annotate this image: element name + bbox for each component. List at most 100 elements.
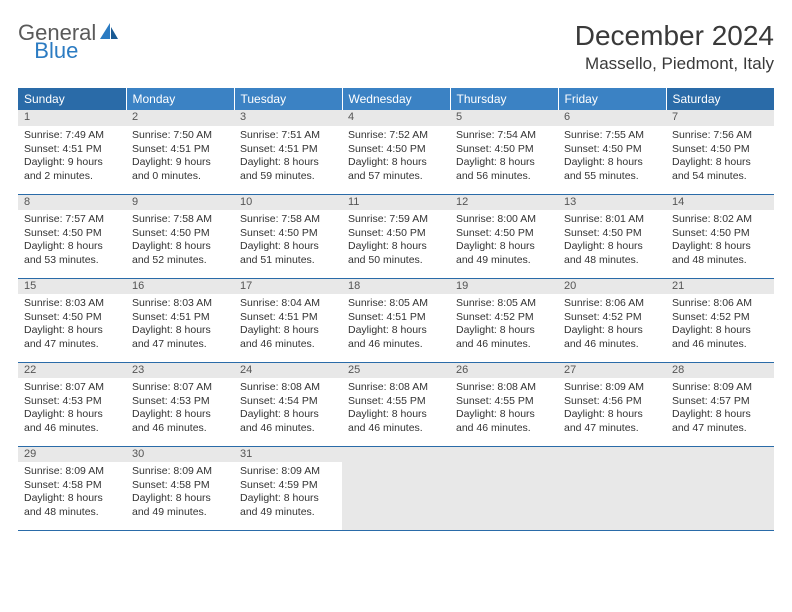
day-number-cell: 6 [558, 110, 666, 126]
day-content-row: Sunrise: 8:07 AM Sunset: 4:53 PM Daylight:… [18, 378, 774, 446]
day-number-cell: 23 [126, 362, 234, 378]
day-content-cell: Sunrise: 7:58 AMSunset: 4:50 PMDaylight:… [234, 210, 342, 278]
day-number-cell: 10 [234, 194, 342, 210]
day-content-cell [558, 462, 666, 530]
sunrise-text: Sunrise: 8:07 AM [132, 381, 228, 395]
daylight-text: Daylight: 8 hours and 52 minutes. [132, 240, 228, 267]
daylight-text: Daylight: 8 hours and 46 minutes. [672, 324, 768, 351]
daylight-text: Daylight: 8 hours and 48 minutes. [24, 492, 120, 519]
day-content-cell: Sunrise: 8:08 AMSunset: 4:54 PMDaylight:… [234, 378, 342, 446]
day-number-cell: 2 [126, 110, 234, 126]
sunrise-text: Sunrise: 7:57 AM [24, 213, 120, 227]
sunrise-text: Sunrise: 8:08 AM [348, 381, 444, 395]
sunrise-text: Sunrise: 8:04 AM [240, 297, 336, 311]
day-content-cell: Sunrise: 7:54 AMSunset: 4:50 PMDaylight:… [450, 126, 558, 194]
sunset-text: Sunset: 4:53 PM [24, 395, 120, 409]
sunset-text: Sunset: 4:55 PM [348, 395, 444, 409]
day-number-cell: 13 [558, 194, 666, 210]
sunset-text: Sunset: 4:51 PM [240, 143, 336, 157]
sunrise-text: Sunrise: 8:08 AM [456, 381, 552, 395]
sunrise-text: Sunrise: 8:01 AM [564, 213, 660, 227]
sunrise-text: Sunrise: 7:52 AM [348, 129, 444, 143]
day-number-cell: 20 [558, 278, 666, 294]
logo-word2: Blue [34, 38, 78, 63]
weekday-header: Thursday [450, 88, 558, 110]
day-number-row: 891011121314 [18, 194, 774, 210]
day-number-cell: 25 [342, 362, 450, 378]
day-number-cell [666, 446, 774, 462]
sunrise-text: Sunrise: 8:06 AM [672, 297, 768, 311]
sunrise-text: Sunrise: 8:09 AM [132, 465, 228, 479]
sunset-text: Sunset: 4:51 PM [132, 143, 228, 157]
sunrise-text: Sunrise: 8:03 AM [24, 297, 120, 311]
sunset-text: Sunset: 4:57 PM [672, 395, 768, 409]
day-content-cell [450, 462, 558, 530]
month-title: December 2024 [575, 20, 774, 52]
sunrise-text: Sunrise: 8:03 AM [132, 297, 228, 311]
sunset-text: Sunset: 4:54 PM [240, 395, 336, 409]
day-number-cell: 1 [18, 110, 126, 126]
day-content-cell [342, 462, 450, 530]
daylight-text: Daylight: 8 hours and 46 minutes. [348, 324, 444, 351]
calendar-table: SundayMondayTuesdayWednesdayThursdayFrid… [18, 88, 774, 531]
sunrise-text: Sunrise: 8:09 AM [240, 465, 336, 479]
sunset-text: Sunset: 4:51 PM [240, 311, 336, 325]
day-content-cell: Sunrise: 8:03 AMSunset: 4:51 PMDaylight:… [126, 294, 234, 362]
sunrise-text: Sunrise: 7:54 AM [456, 129, 552, 143]
day-content-cell: Sunrise: 8:05 AMSunset: 4:52 PMDaylight:… [450, 294, 558, 362]
day-number-row: 293031 [18, 446, 774, 462]
calendar-body: 1234567Sunrise: 7:49 AMSunset: 4:51 PMDa… [18, 110, 774, 530]
day-content-cell: Sunrise: 7:51 AMSunset: 4:51 PMDaylight:… [234, 126, 342, 194]
day-number-cell: 11 [342, 194, 450, 210]
day-content-cell: Sunrise: 7:55 AMSunset: 4:50 PMDaylight:… [558, 126, 666, 194]
day-number-cell: 31 [234, 446, 342, 462]
sunrise-text: Sunrise: 8:09 AM [672, 381, 768, 395]
day-number-cell [558, 446, 666, 462]
daylight-text: Daylight: 8 hours and 46 minutes. [348, 408, 444, 435]
daylight-text: Daylight: 9 hours and 2 minutes. [24, 156, 120, 183]
day-content-cell: Sunrise: 8:09 AMSunset: 4:58 PMDaylight:… [126, 462, 234, 530]
sunrise-text: Sunrise: 8:06 AM [564, 297, 660, 311]
day-number-cell: 21 [666, 278, 774, 294]
sunset-text: Sunset: 4:50 PM [564, 143, 660, 157]
sunset-text: Sunset: 4:50 PM [672, 227, 768, 241]
logo-sail-icon [98, 21, 120, 46]
day-content-cell: Sunrise: 7:58 AMSunset: 4:50 PMDaylight:… [126, 210, 234, 278]
daylight-text: Daylight: 8 hours and 47 minutes. [24, 324, 120, 351]
sunrise-text: Sunrise: 7:58 AM [132, 213, 228, 227]
daylight-text: Daylight: 8 hours and 46 minutes. [564, 324, 660, 351]
daylight-text: Daylight: 8 hours and 46 minutes. [456, 324, 552, 351]
sunrise-text: Sunrise: 8:05 AM [456, 297, 552, 311]
day-number-cell: 30 [126, 446, 234, 462]
day-number-cell [450, 446, 558, 462]
day-number-cell: 28 [666, 362, 774, 378]
sunset-text: Sunset: 4:50 PM [564, 227, 660, 241]
daylight-text: Daylight: 8 hours and 51 minutes. [240, 240, 336, 267]
day-content-cell: Sunrise: 7:49 AMSunset: 4:51 PMDaylight:… [18, 126, 126, 194]
sunset-text: Sunset: 4:51 PM [24, 143, 120, 157]
sunset-text: Sunset: 4:52 PM [564, 311, 660, 325]
day-number-cell: 3 [234, 110, 342, 126]
day-number-row: 15161718192021 [18, 278, 774, 294]
day-content-cell [666, 462, 774, 530]
sunset-text: Sunset: 4:58 PM [132, 479, 228, 493]
title-block: December 2024 Massello, Piedmont, Italy [575, 20, 774, 74]
day-content-cell: Sunrise: 8:09 AMSunset: 4:59 PMDaylight:… [234, 462, 342, 530]
day-content-cell: Sunrise: 7:57 AMSunset: 4:50 PMDaylight:… [18, 210, 126, 278]
weekday-header: Friday [558, 88, 666, 110]
weekday-header: Tuesday [234, 88, 342, 110]
day-number-row: 22232425262728 [18, 362, 774, 378]
day-number-cell: 12 [450, 194, 558, 210]
day-content-cell: Sunrise: 8:01 AMSunset: 4:50 PMDaylight:… [558, 210, 666, 278]
day-content-cell: Sunrise: 7:50 AMSunset: 4:51 PMDaylight:… [126, 126, 234, 194]
day-number-cell [342, 446, 450, 462]
day-content-cell: Sunrise: 8:05 AMSunset: 4:51 PMDaylight:… [342, 294, 450, 362]
sunset-text: Sunset: 4:50 PM [24, 311, 120, 325]
sunrise-text: Sunrise: 8:08 AM [240, 381, 336, 395]
day-content-cell: Sunrise: 8:06 AMSunset: 4:52 PMDaylight:… [558, 294, 666, 362]
sunrise-text: Sunrise: 8:09 AM [564, 381, 660, 395]
daylight-text: Daylight: 8 hours and 47 minutes. [132, 324, 228, 351]
sunset-text: Sunset: 4:50 PM [672, 143, 768, 157]
day-number-cell: 8 [18, 194, 126, 210]
day-number-cell: 14 [666, 194, 774, 210]
